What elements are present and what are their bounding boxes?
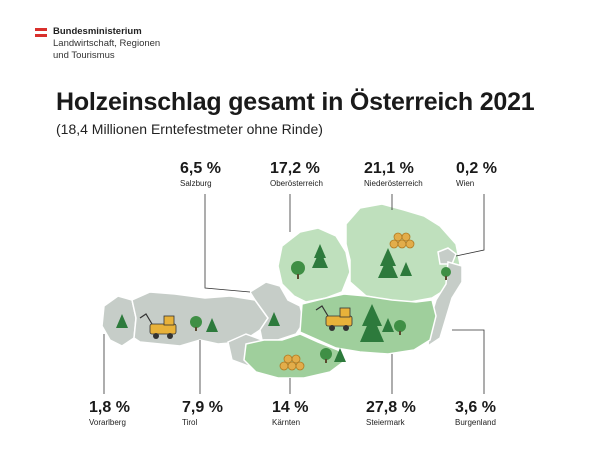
deciduous-tree-icon — [291, 261, 305, 279]
stat-vorarlberg: 1,8 % Vorarlberg — [89, 399, 130, 427]
stat-kaernten: 14 % Kärnten — [272, 399, 308, 427]
region-burgenland — [427, 261, 463, 348]
stat-tirol-name: Tirol — [182, 418, 198, 427]
stat-salzburg-percent: 6,5 % — [180, 160, 221, 177]
page-subtitle: (18,4 Millionen Erntefestmeter ohne Rind… — [56, 121, 323, 137]
conifer-tree-icon — [360, 304, 384, 342]
harvester-machine-icon — [139, 313, 177, 339]
stat-salzburg: 6,5 % Salzburg — [180, 160, 221, 188]
stat-burgenland-name: Burgenland — [455, 418, 496, 427]
stat-salzburg-name: Salzburg — [180, 179, 212, 188]
deciduous-tree-icon — [190, 316, 202, 331]
stat-niederoesterreich-name: Niederösterreich — [364, 179, 423, 188]
leader-line-wien — [455, 194, 485, 257]
ministry-name-line3: und Tourismus — [53, 50, 115, 61]
stat-steiermark-percent: 27,8 % — [366, 399, 416, 416]
stat-steiermark-name: Steiermark — [366, 418, 405, 427]
stat-tirol: 7,9 % Tirol — [182, 399, 223, 427]
stat-wien-percent: 0,2 % — [456, 160, 497, 177]
stat-wien-name: Wien — [456, 179, 475, 188]
page-title: Holzeinschlag gesamt in Österreich 2021 — [56, 88, 535, 116]
conifer-tree-icon — [116, 314, 128, 328]
stat-vorarlberg-percent: 1,8 % — [89, 399, 130, 416]
stat-wien: 0,2 % Wien — [456, 160, 497, 188]
conifer-tree-icon — [400, 262, 412, 276]
conifer-tree-icon — [206, 318, 218, 332]
conifer-tree-icon — [334, 348, 346, 362]
conifer-tree-icon — [268, 312, 280, 326]
harvester-machine-icon — [315, 305, 353, 331]
stat-burgenland: 3,6 % Burgenland — [455, 399, 496, 427]
stat-steiermark: 27,8 % Steiermark — [366, 399, 416, 427]
ministry-name-line1: Bundesministerium — [53, 26, 142, 37]
forest-illustrations — [116, 244, 451, 363]
austrian-flag-icon — [35, 28, 47, 37]
stat-tirol-percent: 7,9 % — [182, 399, 223, 416]
stat-kaernten-name: Kärnten — [272, 418, 301, 427]
ministry-name: Bundesministerium Landwirtschaft, Region… — [53, 26, 253, 62]
deciduous-tree-icon — [441, 267, 451, 280]
timber-stack-icon — [389, 232, 415, 249]
stat-oberoesterreich-percent: 17,2 % — [270, 160, 320, 177]
conifer-tree-icon — [312, 244, 328, 268]
stat-burgenland-percent: 3,6 % — [455, 399, 496, 416]
leader-line-burgenland — [452, 329, 485, 394]
stat-niederoesterreich-percent: 21,1 % — [364, 160, 414, 177]
region-wien — [437, 247, 457, 265]
stat-vorarlberg-name: Vorarlberg — [89, 418, 126, 427]
conifer-tree-icon — [382, 318, 394, 332]
deciduous-tree-icon — [320, 348, 332, 363]
ministry-name-line2: Landwirtschaft, Regionen — [53, 38, 161, 49]
stat-oberoesterreich-name: Oberösterreich — [270, 179, 323, 188]
stat-niederoesterreich: 21,1 % Niederösterreich — [364, 160, 423, 188]
deciduous-tree-icon — [394, 320, 406, 335]
leader-line-salzburg — [204, 194, 251, 293]
region-salzburg — [248, 281, 305, 341]
conifer-tree-icon — [378, 248, 398, 278]
stat-oberoesterreich: 17,2 % Oberösterreich — [270, 160, 323, 188]
stat-kaernten-percent: 14 % — [272, 399, 309, 416]
timber-stack-icon — [279, 354, 305, 371]
leader-lines — [103, 194, 485, 394]
